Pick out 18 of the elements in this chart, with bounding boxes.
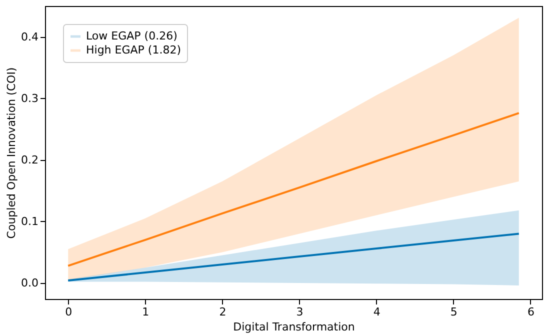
x-tick-label: 1 (142, 306, 150, 318)
x-tick-label: 2 (219, 306, 226, 318)
x-tick-label: 0 (65, 306, 72, 318)
legend-label: High EGAP (1.82) (86, 44, 181, 56)
legend-label: Low EGAP (0.26) (86, 30, 178, 42)
y-tick-label: 0.2 (21, 153, 38, 166)
y-tick-label: 0.0 (21, 276, 38, 290)
y-tick-label: 0.1 (21, 214, 38, 228)
x-tick-label: 3 (296, 306, 304, 318)
y-tick-label: 0.4 (21, 30, 38, 44)
line-series (67, 232, 520, 282)
x-tick-label: 6 (527, 306, 534, 318)
x-tick-label: 5 (450, 306, 458, 318)
line-series (67, 112, 520, 267)
y-axis-title: Coupled Open Innovation (COI) (5, 67, 18, 239)
x-axis-title: Digital Transformation (233, 320, 355, 334)
y-tick-label: 0.3 (21, 92, 38, 105)
x-tick-label: 4 (373, 306, 380, 318)
